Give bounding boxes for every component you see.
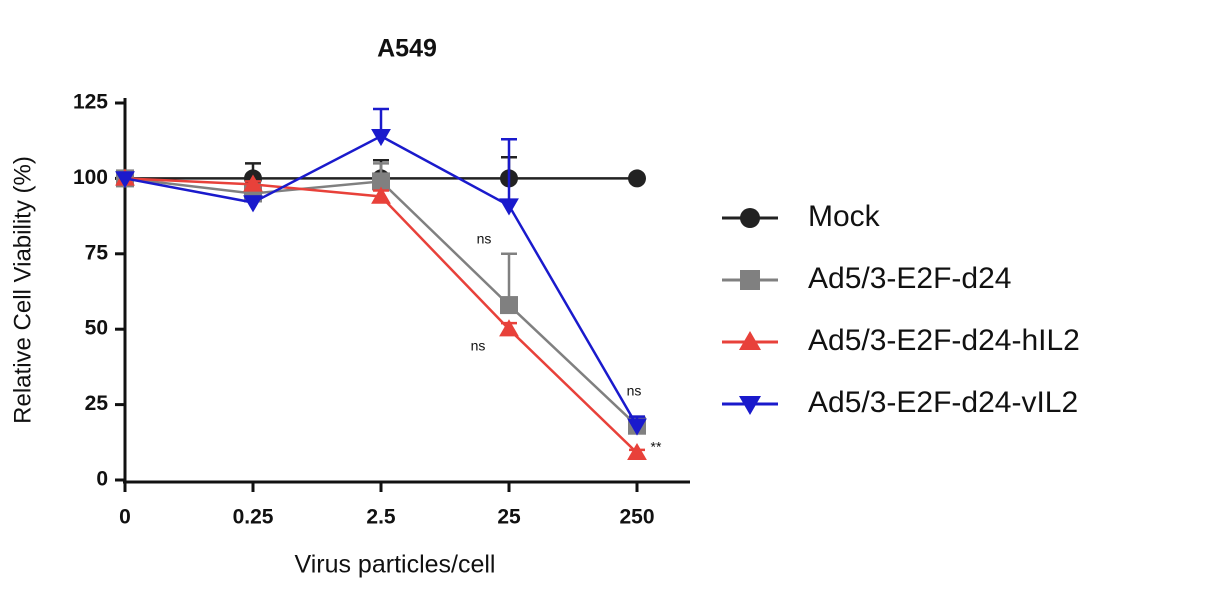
marker [739, 396, 761, 415]
marker [499, 319, 519, 337]
error-bar [501, 137, 517, 206]
annotation: ns [471, 338, 486, 354]
annotation: ns [477, 231, 492, 247]
marker [627, 442, 647, 461]
marker [371, 128, 391, 147]
legend-label: Ad5/3-E2F-d24-hIL2 [808, 324, 1080, 357]
marker [372, 172, 390, 191]
marker [499, 198, 519, 216]
y-tick-label: 75 [85, 241, 109, 264]
y-tick-label: 0 [96, 468, 108, 491]
series-line [124, 177, 638, 427]
annotation: ns [627, 383, 642, 399]
chart-title: A549 [377, 35, 437, 63]
legend-label: Ad5/3-E2F-d24-vIL2 [808, 386, 1078, 419]
annotation: ** [651, 439, 662, 455]
series-line [124, 177, 638, 454]
legend-label: Ad5/3-E2F-d24 [808, 262, 1011, 295]
x-tick-label: 250 [619, 506, 654, 529]
x-tick-label: 0.25 [233, 506, 274, 529]
y-tick-label: 25 [85, 392, 109, 415]
marker [628, 169, 646, 188]
legend-label: Mock [808, 200, 881, 233]
x-axis-label: Virus particles/cell [294, 551, 495, 579]
marker [740, 270, 760, 290]
marker [500, 296, 518, 315]
marker [115, 171, 135, 189]
marker [371, 186, 391, 204]
x-tick-label: 25 [497, 506, 521, 529]
marker [740, 208, 760, 228]
marker [243, 195, 263, 213]
y-tick-label: 125 [73, 91, 108, 114]
x-tick-label: 0 [119, 506, 131, 529]
marker [243, 174, 263, 192]
y-tick-label: 50 [85, 317, 108, 340]
x-tick-label: 2.5 [366, 506, 396, 529]
marker [627, 418, 647, 436]
y-tick-label: 100 [73, 166, 108, 189]
marker [739, 331, 761, 350]
y-axis-label: Relative Cell Viability (%) [9, 156, 36, 424]
